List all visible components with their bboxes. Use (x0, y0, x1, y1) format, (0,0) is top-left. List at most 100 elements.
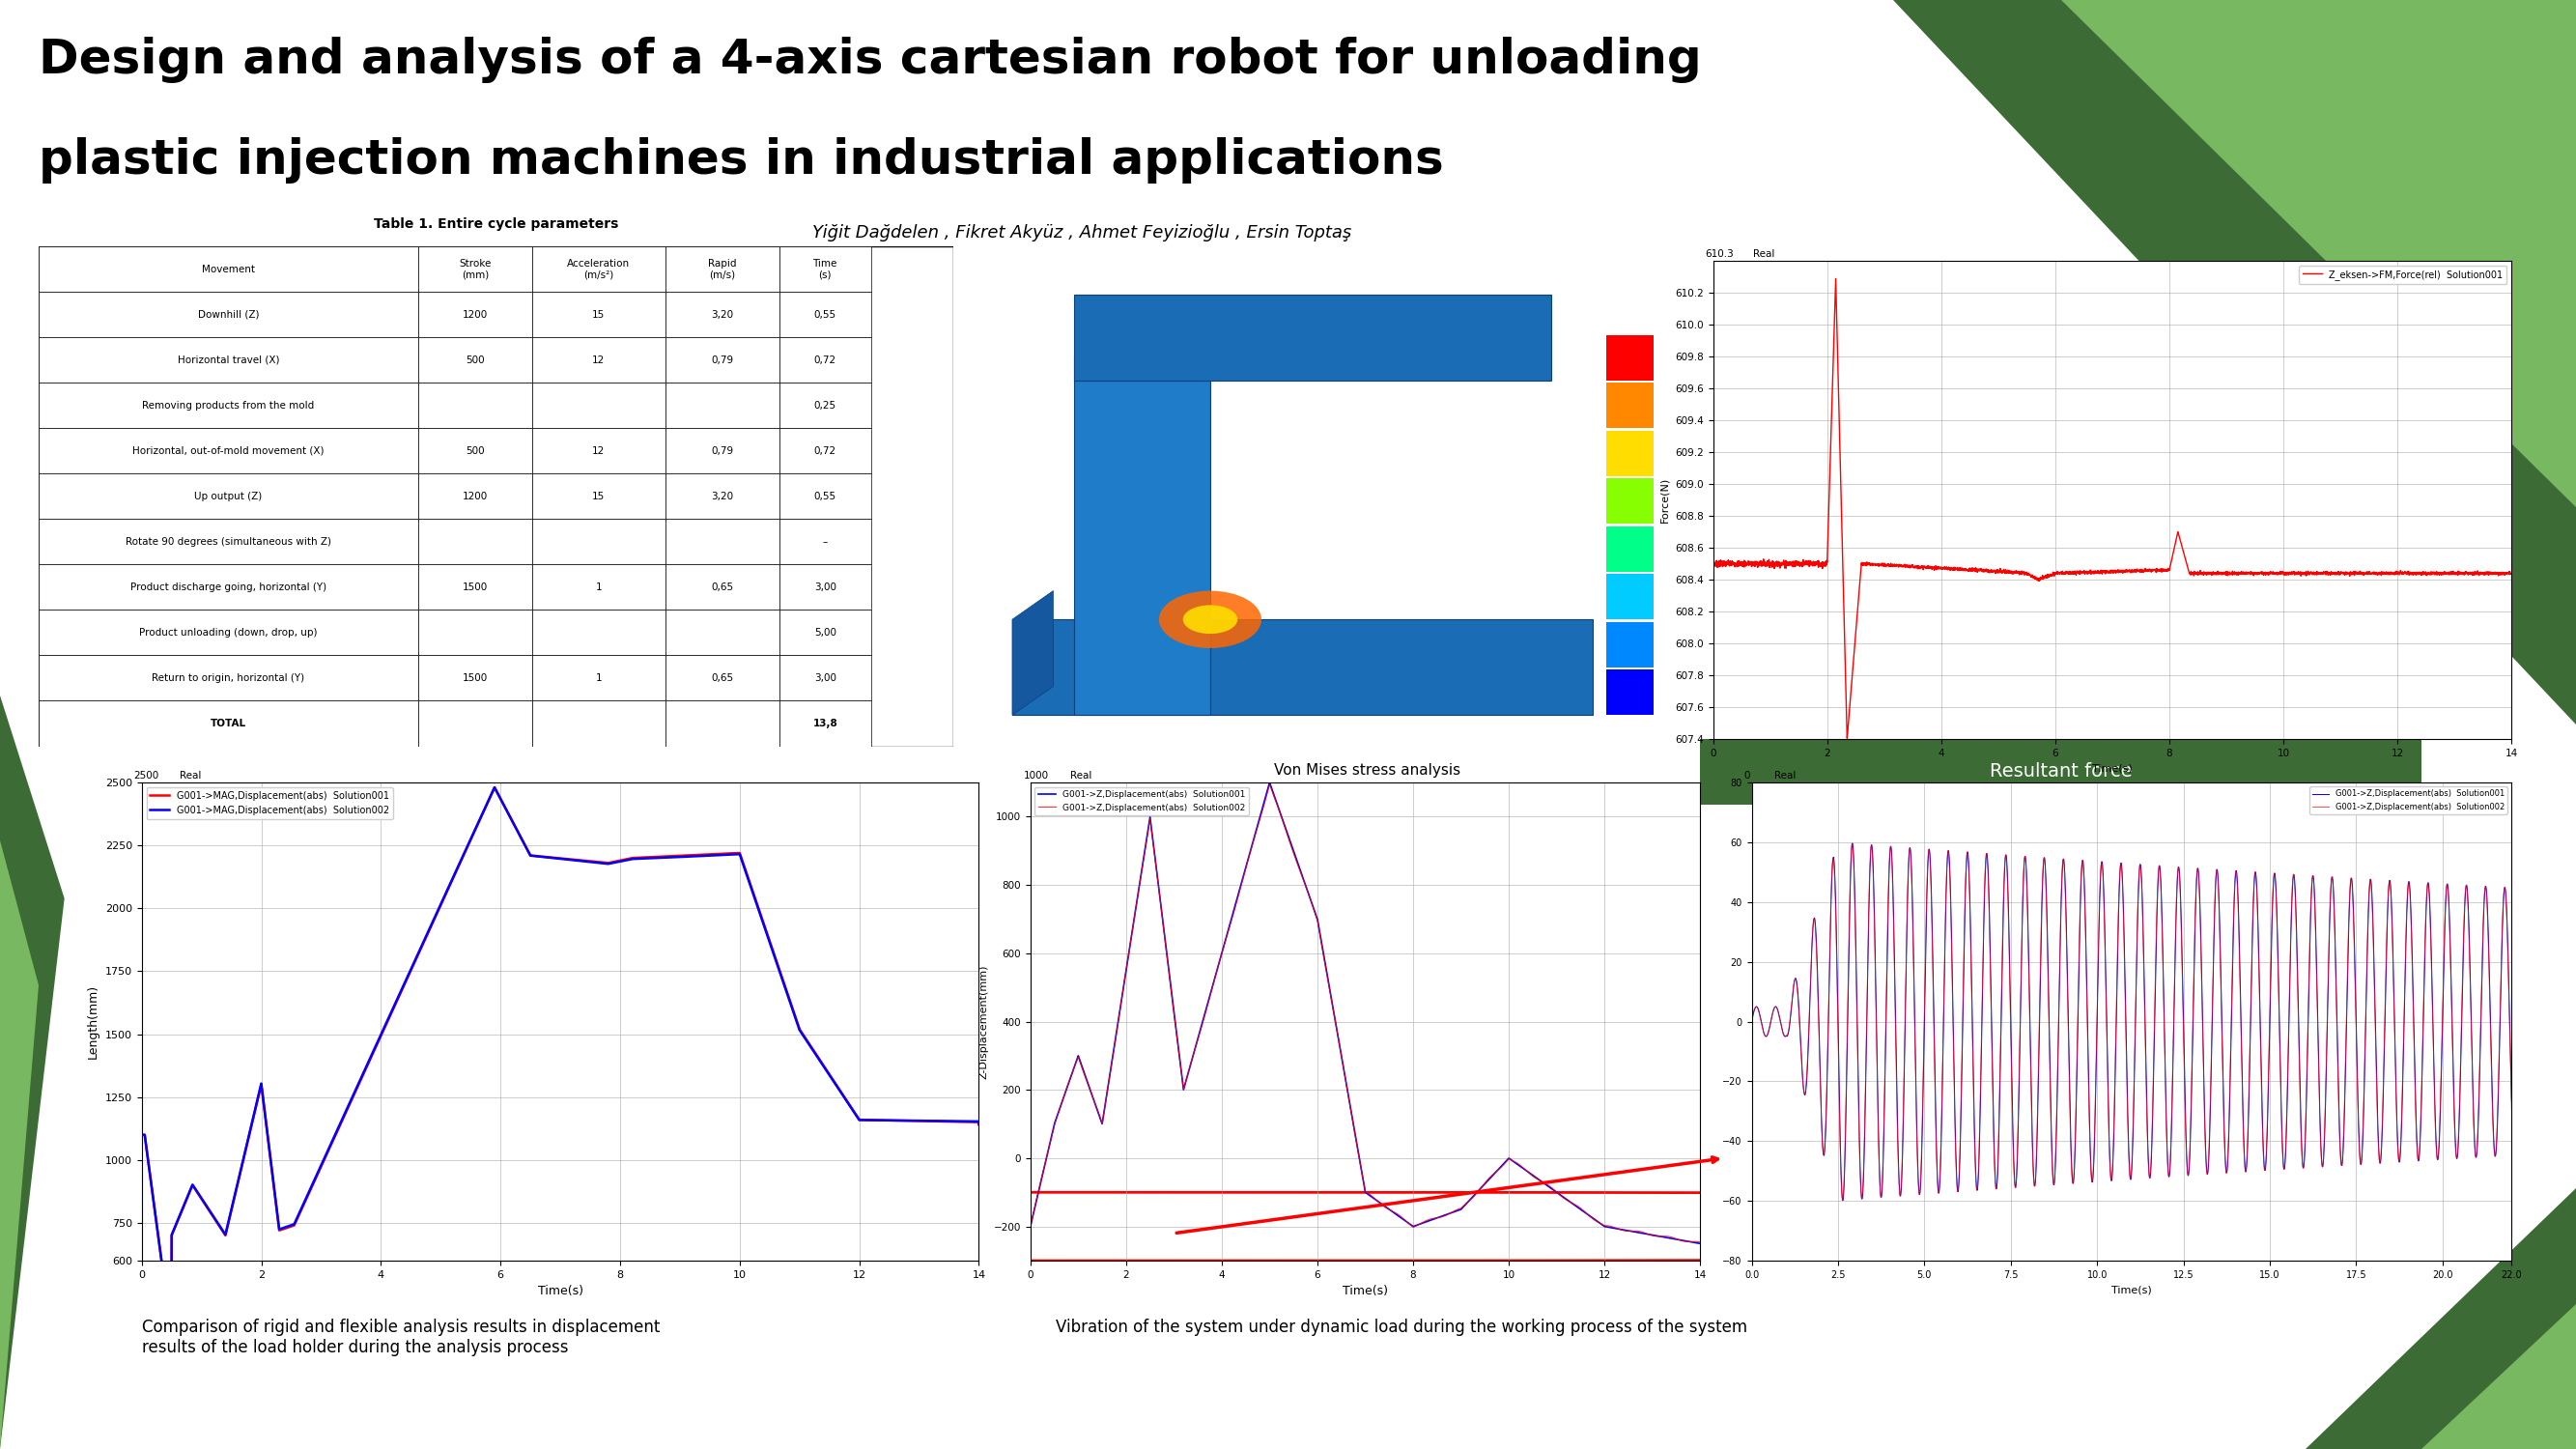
Bar (533, 427, 665, 474)
Bar (417, 383, 533, 427)
G001->Z,Displacement(abs)  Solution002 (1417, 1210, 1448, 1227)
Text: Product unloading (down, drop, up): Product unloading (down, drop, up) (139, 627, 317, 638)
G001->Z,Displacement(abs)  Solution001 (1450, 1195, 1481, 1213)
Bar (665, 610, 781, 655)
Bar (781, 701, 871, 746)
Polygon shape (1893, 0, 2576, 724)
G001->MAG,Displacement(abs)  Solution001 (963, 1116, 994, 1133)
Bar (417, 291, 533, 338)
Text: 1: 1 (595, 674, 603, 682)
X-axis label: Time(s): Time(s) (1342, 1285, 1388, 1298)
G001->Z,Displacement(abs)  Solution002 (1917, 945, 1947, 962)
Bar (665, 655, 781, 701)
G001->MAG,Displacement(abs)  Solution002 (629, 849, 659, 867)
Bar (417, 519, 533, 565)
Bar (1607, 430, 1654, 475)
G001->MAG,Displacement(abs)  Solution002 (814, 1068, 845, 1085)
Polygon shape (2306, 1188, 2576, 1449)
Text: 15: 15 (592, 310, 605, 319)
Bar (665, 246, 781, 291)
Text: Von Mises stress analysis: Von Mises stress analysis (1275, 762, 1461, 777)
Bar (39, 610, 417, 655)
Text: 0,25: 0,25 (814, 400, 837, 410)
G001->Z,Displacement(abs)  Solution001 (1255, 774, 1285, 791)
Bar (533, 474, 665, 519)
Text: Stroke
(mm): Stroke (mm) (459, 258, 492, 280)
Text: Vibration of the system under dynamic load during the working process of the sys: Vibration of the system under dynamic lo… (1056, 1319, 1749, 1336)
Text: 3,00: 3,00 (814, 582, 837, 593)
Bar (1700, 739, 2421, 804)
Text: Table 1. Entire cycle parameters: Table 1. Entire cycle parameters (374, 217, 618, 232)
Text: plastic injection machines in industrial applications: plastic injection machines in industrial… (39, 138, 1443, 184)
Text: 1500: 1500 (464, 674, 487, 682)
G001->Z,Displacement(abs)  Solution001 (1015, 1217, 1046, 1235)
G001->Z,Displacement(abs)  Solution002 (1015, 1217, 1046, 1235)
Text: 3,00: 3,00 (814, 674, 837, 682)
Bar (1607, 383, 1654, 429)
Text: 3,20: 3,20 (711, 310, 734, 319)
G001->Z,Displacement(abs)  Solution002 (1685, 1233, 1716, 1250)
Bar (39, 474, 417, 519)
Z_eksen->FM,Force(rel)  Solution001 (2218, 567, 2249, 584)
Z_eksen->FM,Force(rel)  Solution001 (1698, 552, 1728, 569)
Legend: Z_eksen->FM,Force(rel)  Solution001: Z_eksen->FM,Force(rel) Solution001 (2300, 265, 2506, 284)
Text: 12: 12 (592, 446, 605, 455)
FancyBboxPatch shape (1012, 620, 1592, 716)
G001->MAG,Displacement(abs)  Solution001 (629, 849, 659, 867)
Bar (781, 655, 871, 701)
Bar (665, 701, 781, 746)
Text: 3,20: 3,20 (711, 491, 734, 501)
G001->Z,Displacement(abs)  Solution001 (2496, 1091, 2527, 1108)
G001->Z,Displacement(abs)  Solution001 (1922, 1135, 1953, 1152)
G001->Z,Displacement(abs)  Solution001 (1826, 1191, 1857, 1208)
Text: Horizontal travel (X): Horizontal travel (X) (178, 355, 278, 365)
Text: 0,65: 0,65 (711, 674, 734, 682)
Text: Acceleration
(m/s²): Acceleration (m/s²) (567, 258, 631, 280)
Text: Movement: Movement (201, 264, 255, 274)
G001->MAG,Displacement(abs)  Solution001 (752, 924, 783, 942)
Bar (665, 427, 781, 474)
Text: 12: 12 (592, 355, 605, 365)
G001->MAG,Displacement(abs)  Solution002 (446, 851, 477, 868)
Text: 1200: 1200 (464, 491, 487, 501)
Bar (665, 338, 781, 383)
Line: G001->Z,Displacement(abs)  Solution002: G001->Z,Displacement(abs) Solution002 (1030, 785, 1700, 1242)
Bar (417, 474, 533, 519)
Y-axis label: Force(N): Force(N) (1659, 477, 1669, 523)
Bar (417, 338, 533, 383)
Z_eksen->FM,Force(rel)  Solution001 (2004, 564, 2035, 581)
Bar (39, 338, 417, 383)
Text: 1000: 1000 (1023, 771, 1048, 780)
G001->MAG,Displacement(abs)  Solution002 (126, 1126, 157, 1143)
G001->Z,Displacement(abs)  Solution002 (2491, 888, 2522, 906)
Y-axis label: Length(mm): Length(mm) (88, 984, 100, 1059)
Z_eksen->FM,Force(rel)  Solution001 (1832, 729, 1862, 746)
X-axis label: Time(s): Time(s) (2112, 1285, 2151, 1295)
Bar (533, 565, 665, 610)
Bar (781, 474, 871, 519)
Bar (781, 519, 871, 565)
Polygon shape (1012, 591, 1054, 716)
Bar (1607, 669, 1654, 716)
Bar (533, 655, 665, 701)
Polygon shape (2061, 0, 2576, 507)
G001->Z,Displacement(abs)  Solution001 (1515, 1165, 1546, 1182)
Text: –: – (822, 538, 827, 546)
Line: G001->MAG,Displacement(abs)  Solution002: G001->MAG,Displacement(abs) Solution002 (142, 787, 979, 1335)
Text: Real: Real (1072, 771, 1092, 780)
Text: Up output (Z): Up output (Z) (193, 491, 263, 501)
Text: 0,79: 0,79 (711, 446, 734, 455)
Text: 0,65: 0,65 (711, 582, 734, 593)
Bar (39, 291, 417, 338)
G001->MAG,Displacement(abs)  Solution002 (157, 1326, 188, 1343)
Bar (1607, 622, 1654, 667)
Z_eksen->FM,Force(rel)  Solution001 (2496, 564, 2527, 581)
Bar (1607, 478, 1654, 525)
Bar (533, 338, 665, 383)
Bar (533, 383, 665, 427)
Bar (665, 383, 781, 427)
Bar (665, 565, 781, 610)
Text: 0,55: 0,55 (814, 491, 837, 501)
Bar (1607, 335, 1654, 381)
Text: 0,72: 0,72 (814, 446, 837, 455)
